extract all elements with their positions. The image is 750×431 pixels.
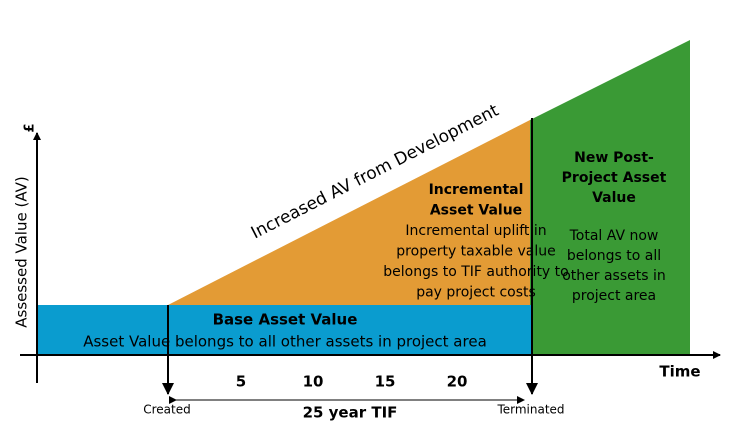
region-text: belongs to all	[567, 248, 661, 264]
region-text: Incremental uplift in	[405, 223, 546, 239]
base-title: Base Asset Value	[213, 311, 358, 329]
base-region	[37, 305, 532, 355]
timeline-end: Terminated	[496, 403, 564, 417]
incremental-labels: Incremental Asset Value Incremental uplift…	[383, 182, 568, 301]
incremental-region	[168, 120, 530, 305]
post-region	[530, 40, 690, 355]
region-title: Project Asset	[562, 170, 667, 186]
region-text: Total AV now	[569, 228, 659, 244]
region-title: Asset Value	[430, 203, 522, 219]
region-text: project area	[572, 288, 656, 304]
tick: 10	[303, 373, 324, 391]
tick: 20	[447, 373, 468, 391]
tick: 5	[236, 373, 246, 391]
region-text: property taxable value	[396, 244, 555, 260]
region-title: New Post-	[574, 150, 654, 166]
x-label: Time	[659, 363, 700, 381]
base-text: Asset Value belongs to all other assets …	[83, 333, 487, 351]
timeline-duration: 25 year TIF	[303, 404, 398, 422]
region-text: pay project costs	[416, 285, 536, 301]
y-label: Assessed Value (AV)	[13, 176, 31, 328]
post-labels: New Post- Project Asset Value Total AV now b…	[562, 150, 667, 304]
timeline-start: Created	[143, 403, 191, 417]
tick: 15	[375, 373, 396, 391]
region-title: Value	[592, 190, 636, 206]
currency: £	[23, 123, 38, 132]
region-text: belongs to TIF authority to	[383, 264, 568, 280]
region-title: Incremental	[429, 182, 524, 198]
region-text: other assets in	[562, 268, 666, 284]
